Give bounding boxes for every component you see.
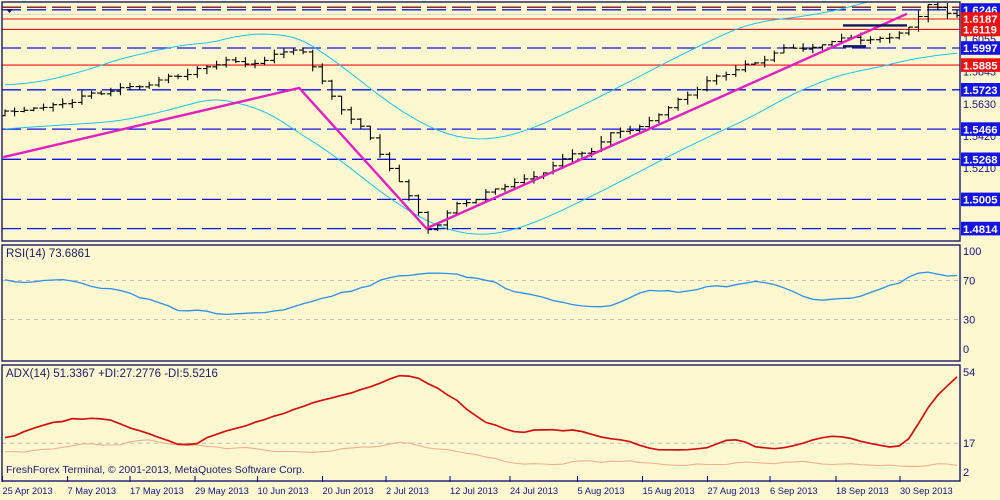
svg-text:1.5268: 1.5268 [963, 155, 998, 167]
svg-text:30 Sep 2013: 30 Sep 2013 [900, 486, 953, 496]
svg-text:5 Aug 2013: 5 Aug 2013 [578, 486, 625, 496]
svg-text:1.5005: 1.5005 [963, 195, 998, 207]
svg-text:18 Sep 2013: 18 Sep 2013 [836, 486, 889, 496]
svg-text:25 Apr 2013: 25 Apr 2013 [3, 486, 53, 496]
svg-text:30: 30 [963, 315, 975, 327]
svg-text:10 Jun 2013: 10 Jun 2013 [258, 486, 309, 496]
svg-text:1.5630: 1.5630 [963, 99, 996, 111]
svg-text:1.5466: 1.5466 [963, 124, 998, 136]
svg-text:7 May 2013: 7 May 2013 [68, 486, 117, 496]
svg-text:24 Jul 2013: 24 Jul 2013 [510, 486, 558, 496]
svg-text:6 Sep 2013: 6 Sep 2013 [770, 486, 818, 496]
svg-text:1.6119: 1.6119 [963, 25, 997, 37]
svg-text:17: 17 [963, 438, 975, 450]
svg-text:FreshForex Terminal, © 2001-20: FreshForex Terminal, © 2001-2013, MetaQu… [6, 464, 305, 476]
svg-text:17 May 2013: 17 May 2013 [130, 486, 184, 496]
svg-text:RSI(14) 73.6861: RSI(14) 73.6861 [6, 248, 90, 260]
svg-text:29 May 2013: 29 May 2013 [195, 486, 249, 496]
svg-text:15 Aug 2013: 15 Aug 2013 [643, 486, 695, 496]
svg-text:0: 0 [963, 344, 969, 356]
svg-text:ADX(14) 51.3367 +DI:27.2776: ADX(14) 51.3367 +DI:27.2776 -DI:5.5216 [6, 368, 218, 380]
svg-text:1.5997: 1.5997 [963, 43, 998, 55]
svg-text:1.4814: 1.4814 [963, 224, 998, 236]
svg-text:1.5885: 1.5885 [963, 60, 998, 72]
svg-text:12 Jul 2013: 12 Jul 2013 [450, 486, 498, 496]
svg-text:20 Jun 2013: 20 Jun 2013 [323, 486, 374, 496]
svg-text:1.5723: 1.5723 [963, 85, 998, 97]
svg-text:54: 54 [963, 367, 975, 379]
svg-text:27 Aug 2013: 27 Aug 2013 [708, 486, 760, 496]
svg-text:2 Jul 2013: 2 Jul 2013 [386, 486, 429, 496]
svg-text:2: 2 [963, 467, 969, 479]
svg-text:100: 100 [963, 246, 981, 258]
svg-text:70: 70 [963, 276, 975, 288]
